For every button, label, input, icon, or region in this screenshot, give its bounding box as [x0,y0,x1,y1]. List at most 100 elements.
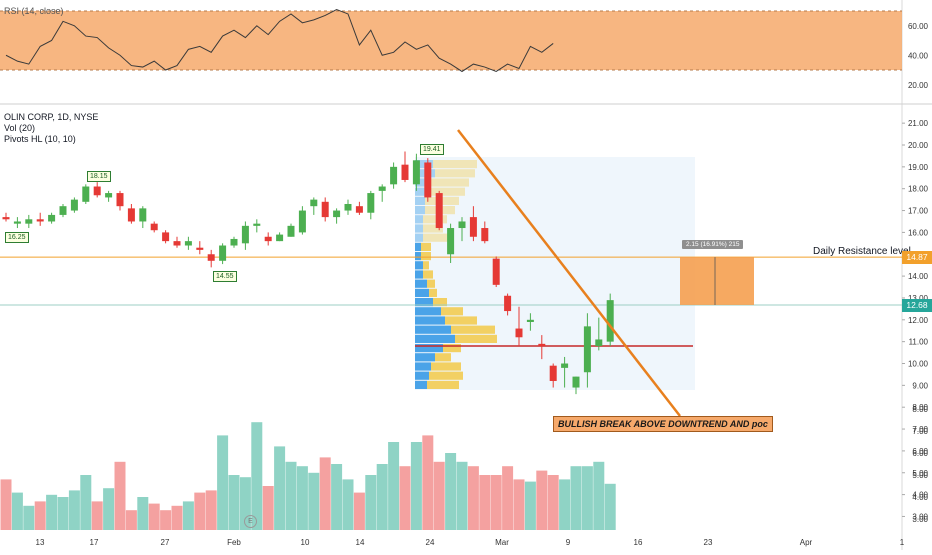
candle-body[interactable] [492,258,500,285]
price-tick-label: 21.00 [908,119,929,128]
price-tick-label: 11.00 [909,338,929,347]
candle-body[interactable] [264,236,272,242]
candle-body[interactable] [355,206,363,213]
volume-profile-bar [415,224,423,233]
volume-bar [490,475,502,530]
resistance-price-tag: 14.87 [902,251,932,264]
candle-body[interactable] [583,326,591,373]
volume-profile-bar [415,371,429,380]
candle-body[interactable] [82,186,90,202]
volume-bar [228,475,240,530]
candle-body[interactable] [70,199,78,211]
pivot-high-label: 18.15 [87,171,111,182]
candle-body[interactable] [25,219,33,224]
candle-body[interactable] [36,219,44,222]
annotation-callout[interactable]: BULLISH BREAK ABOVE DOWNTREND AND poc [553,416,773,432]
candle-body[interactable] [572,376,580,388]
candle-body[interactable] [321,201,329,218]
candle-body[interactable] [561,363,569,368]
volume-profile-bar [427,187,465,196]
candle-body[interactable] [447,228,455,255]
candle-body[interactable] [287,225,295,237]
candle-body[interactable] [606,300,614,342]
downtrend-line[interactable] [457,129,681,417]
volume-profile-bar [423,224,443,233]
candle-body[interactable] [59,206,67,215]
candle-body[interactable] [241,225,249,244]
x-tick-label: Feb [227,538,241,547]
volume-bar [513,479,525,530]
candle-body[interactable] [424,162,432,198]
candle-body[interactable] [538,343,546,347]
volume-profile-bar [429,371,463,380]
candle-body[interactable] [401,164,409,180]
candle-body[interactable] [230,238,238,246]
volume-bar [137,497,149,530]
volume-bar [23,505,35,530]
current-price-tag: 12.68 [902,299,932,312]
candle-body[interactable] [173,241,181,246]
rsi-tick-label: 60.00 [908,22,929,31]
candle-body[interactable] [93,186,101,196]
candle-body[interactable] [276,234,284,242]
candle-body[interactable] [481,228,489,242]
candle-body[interactable] [378,186,386,191]
candle-body[interactable] [390,166,398,185]
candle-body[interactable] [333,210,341,218]
rsi-line[interactable] [5,8,554,73]
candle-body[interactable] [48,214,56,222]
candle-body[interactable] [595,339,603,347]
volume-profile-bar [415,298,433,307]
candle-body[interactable] [412,160,420,185]
candle-body[interactable] [310,199,318,207]
candle-body[interactable] [469,217,477,237]
volume-profile-bar [415,233,423,242]
candle-body[interactable] [458,221,466,229]
candle-body[interactable] [344,203,352,211]
volume-profile-bar [421,242,431,251]
candle-body[interactable] [184,241,192,246]
x-tick-label: 10 [301,538,310,547]
candle-body[interactable] [435,193,443,229]
candle-body[interactable] [207,254,215,261]
volume-bar [536,470,548,530]
candle-body[interactable] [162,232,170,242]
volume-profile-bar [415,325,451,334]
candle-body[interactable] [13,221,21,224]
volume-profile-bar [415,288,429,297]
volume-bar [581,466,593,530]
volume-profile-bar [415,206,425,215]
candle-body[interactable] [515,328,523,338]
volume-bar [80,475,92,530]
volume-profile-bar [427,380,459,389]
candle-body[interactable] [549,365,557,381]
candle-body[interactable] [116,193,124,207]
price-tick-label: 10.00 [908,360,929,369]
volume-tick-label: 4.00 [912,493,928,502]
candle-body[interactable] [526,319,534,322]
candle-body[interactable] [150,223,158,231]
volume-bar [308,472,320,530]
volume-bar [456,461,468,530]
candle-body[interactable] [298,210,306,233]
volume-profile-bar [415,242,421,251]
rsi-title: RSI (14, close) [4,6,64,16]
candle-body[interactable] [127,208,135,222]
candle-body[interactable] [253,223,261,226]
earnings-event-icon[interactable]: E [244,515,257,528]
candle-body[interactable] [196,247,204,250]
volume-bar [445,453,457,530]
volume-profile-bar [423,215,447,224]
rsi-tick-label: 40.00 [908,51,929,60]
volume-bar [11,492,23,530]
volume-profile-bar [415,178,429,187]
candle-body[interactable] [367,193,375,213]
candle-body[interactable] [219,245,227,261]
candle-body[interactable] [504,295,512,312]
candle-body[interactable] [2,217,10,220]
candle-body[interactable] [105,193,113,198]
measure-box[interactable] [680,257,754,305]
candle-body[interactable] [139,208,147,222]
